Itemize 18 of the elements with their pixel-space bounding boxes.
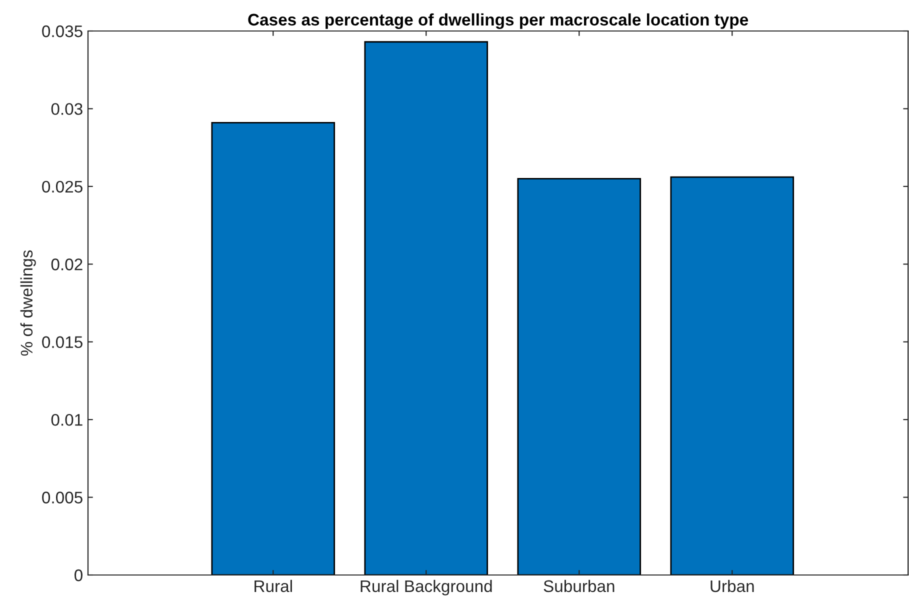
y-tick-label: 0.025 [42, 180, 82, 193]
x-tick-label: Urban [710, 580, 754, 592]
x-tick-label: Suburban [544, 580, 614, 592]
y-tick-label: 0.015 [42, 336, 82, 348]
chart-title: Cases as percentage of dwellings per macroscale location type [248, 13, 748, 29]
x-tick-label: Rural [254, 580, 292, 592]
y-tick-label: 0.01 [51, 414, 82, 426]
bar [211, 122, 336, 575]
y-tick-label: 0.005 [42, 492, 82, 504]
y-axis-title: % of dwellings [20, 250, 36, 356]
y-tick-label: 0.035 [42, 25, 82, 38]
y-tick-label: 0 [74, 569, 82, 582]
bar [364, 41, 488, 575]
y-tick-label: 0.02 [51, 258, 82, 270]
y-tick-label: 0.03 [51, 103, 82, 115]
x-tick-label: Rural Background [360, 580, 492, 596]
bar [517, 178, 642, 575]
bar [670, 176, 794, 575]
